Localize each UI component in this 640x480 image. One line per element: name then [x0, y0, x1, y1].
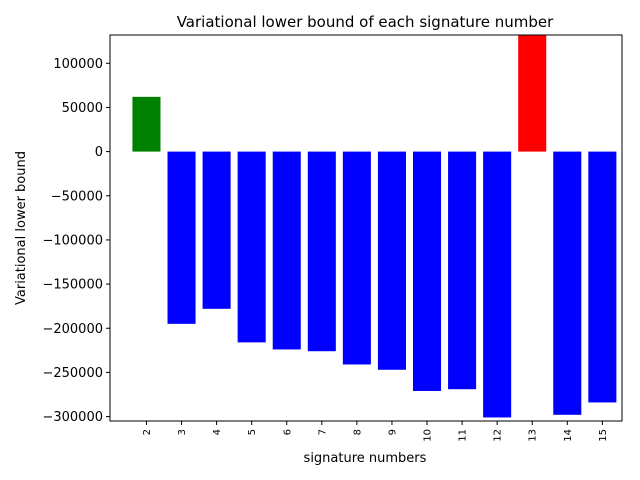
bar-8 [342, 151, 371, 365]
y-tick-label: −200000 [42, 322, 103, 337]
x-tick-label: 15 [598, 429, 609, 442]
chart-title: Variational lower bound of each signatur… [177, 13, 554, 31]
x-tick-label: 9 [387, 429, 398, 435]
y-tick-label: −100000 [42, 233, 103, 248]
x-tick-label: 4 [212, 429, 223, 435]
bar-11 [448, 151, 477, 390]
y-tick-label: 100000 [53, 57, 103, 72]
bar-6 [272, 151, 301, 350]
bar-9 [377, 151, 406, 370]
x-tick-label: 6 [282, 429, 293, 435]
bar-15 [588, 151, 617, 403]
plot-frame [109, 34, 623, 422]
bar-2 [132, 96, 161, 152]
x-tick-label: 2 [142, 429, 153, 435]
x-axis-label: signature numbers [304, 451, 427, 466]
y-tick-label: 50000 [62, 101, 103, 116]
x-tick-label: 5 [247, 429, 258, 435]
y-tick-label: −250000 [42, 366, 103, 381]
x-tick-label: 12 [493, 429, 504, 442]
bar-12 [483, 151, 512, 418]
bar-7 [307, 151, 336, 352]
x-tick-label: 13 [528, 429, 539, 442]
y-tick-label: −50000 [51, 189, 103, 204]
y-tick-label: −150000 [42, 278, 103, 293]
y-axis-label: Variational lower bound [14, 151, 29, 305]
x-axis: 2 3 4 5 6 7 8 9 10 11 12 13 14 15 [142, 421, 609, 442]
y-axis: 100000 50000 0 −50000 −100000 −150000 −200000 −… [42, 57, 110, 425]
bar-4 [202, 151, 231, 309]
bars-group [132, 35, 617, 418]
bar-14 [553, 151, 582, 415]
bar-10 [412, 151, 442, 391]
x-tick-label: 11 [458, 429, 469, 442]
x-tick-label: 3 [177, 429, 188, 435]
y-tick-label: 0 [95, 145, 103, 160]
bar-13 [518, 35, 547, 152]
x-tick-label: 14 [563, 429, 574, 442]
y-tick-label: −300000 [42, 410, 103, 425]
bar-3 [167, 151, 196, 324]
x-tick-label: 7 [317, 429, 328, 435]
bar-5 [237, 151, 266, 343]
x-tick-label: 8 [352, 429, 363, 435]
x-tick-label: 10 [423, 429, 434, 442]
